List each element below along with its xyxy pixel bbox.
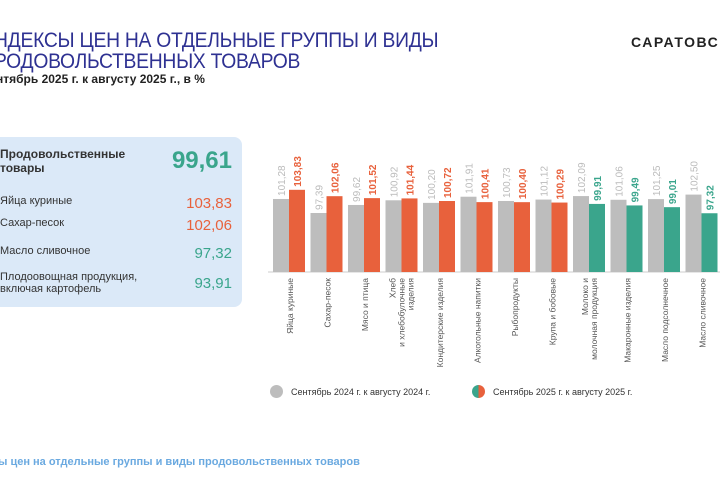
row-value: 93,91 — [194, 275, 232, 292]
data-label-2025: 99,01 — [668, 179, 679, 204]
row-label: Масло сливочное — [0, 245, 91, 257]
summary-panel: Продовольственные товары 99,61 Яйца курины… — [0, 137, 242, 307]
bar-2025 — [551, 202, 568, 272]
bar-2024 — [498, 200, 514, 272]
bar-2024 — [273, 198, 289, 272]
data-label-2025: 97,32 — [706, 185, 717, 210]
panel-row: Яйца куриные 103,83 — [0, 195, 232, 212]
legend-label: Сентябрь 2025 г. к августу 2025 г. — [493, 386, 633, 397]
legend-item-2024: Сентябрь 2024 г. к августу 2024 г. — [270, 385, 430, 398]
x-tick-label: Хлеб — [388, 278, 398, 298]
x-tick-label: Молоко и — [580, 278, 590, 315]
bar-2025 — [514, 202, 530, 272]
data-label-2024: 100,20 — [427, 169, 438, 200]
bar-2024 — [685, 194, 702, 272]
x-tick-label: Макаронные изделия — [623, 278, 633, 363]
bar-2025 — [439, 201, 455, 272]
data-label-2024: 101,25 — [652, 165, 663, 196]
data-label-2025: 101,44 — [406, 164, 417, 195]
subtitle: нтябрь 2025 г. к августу 2025 г., в % — [0, 72, 205, 86]
brand-logo: САРАТОВС — [631, 34, 720, 50]
title-line-1: НДЕКСЫ ЦЕН НА ОТДЕЛЬНЫЕ ГРУППЫ И ВИДЫ — [0, 29, 439, 52]
bar-2025 — [589, 203, 605, 272]
bar-2024 — [310, 212, 327, 272]
panel-row: Сахар-песок 102,06 — [0, 217, 232, 234]
x-tick-label: Крупа и бобовые — [548, 278, 558, 345]
title-line-2: РОДОВОЛЬСТВЕННЫХ ТОВАРОВ — [0, 50, 301, 73]
x-tick-label: Алкогольные напитки — [473, 278, 483, 363]
data-label-2025: 100,40 — [518, 168, 529, 199]
bar-2024 — [460, 196, 477, 272]
panel-row: Плодоовощная продукция, включая картофел… — [0, 271, 232, 295]
bar-2024 — [573, 196, 589, 272]
bar-2025 — [401, 198, 418, 272]
x-tick-label: Масло подсолнечное — [660, 278, 670, 362]
legend-label: Сентябрь 2024 г. к августу 2024 г. — [291, 386, 431, 397]
bar-2024 — [610, 199, 627, 272]
row-label: Сахар-песок — [0, 217, 65, 229]
data-label-2024: 100,92 — [390, 166, 401, 197]
bar-2025 — [364, 198, 380, 272]
x-tick-label: Рыбопродукты — [510, 278, 520, 336]
row-value: 97,32 — [194, 245, 232, 262]
data-label-2025: 100,41 — [481, 168, 492, 199]
row-label: Плодоовощная продукция, включая картофел… — [0, 271, 138, 295]
x-tick-label: Масло сливочное — [698, 278, 708, 348]
data-label-2024: 101,12 — [540, 166, 551, 197]
x-tick-label: молочная продукция — [589, 278, 599, 360]
bar-2025 — [664, 207, 680, 272]
data-label-2025: 102,06 — [331, 162, 342, 193]
page-title: НДЕКСЫ ЦЕН НА ОТДЕЛЬНЫЕ ГРУППЫ И ВИДЫ РОД… — [0, 29, 439, 73]
legend-item-2025: Сентябрь 2025 г. к августу 2025 г. — [472, 385, 632, 398]
data-label-2024: 99,62 — [352, 177, 363, 202]
row-value: 103,83 — [186, 195, 232, 212]
x-tick-label: Яйца куриные — [285, 278, 295, 334]
x-tick-label: Кондитерские изделия — [435, 278, 445, 368]
x-tick-label: Мясо и птица — [360, 278, 370, 331]
data-label-2025: 101,52 — [368, 164, 379, 195]
data-label-2024: 101,06 — [615, 166, 626, 197]
row-label: Продовольственные товары — [0, 147, 126, 175]
legend-gray-dot-icon — [270, 385, 283, 398]
data-label-2024: 97,39 — [315, 185, 326, 210]
panel-row: Масло сливочное 97,32 — [0, 245, 232, 262]
data-label-2024: 101,28 — [277, 165, 288, 196]
x-tick-label: и хлебобулочные — [397, 278, 407, 347]
data-label-2024: 100,73 — [502, 167, 513, 198]
bar-2025 — [476, 202, 493, 272]
bar-2024 — [648, 199, 664, 272]
data-label-2024: 102,09 — [577, 162, 588, 193]
bar-2024 — [423, 202, 439, 272]
data-label-2024: 101,91 — [465, 163, 476, 194]
data-label-2025: 100,29 — [556, 169, 567, 200]
data-label-2024: 102,50 — [690, 161, 701, 192]
row-value: 99,61 — [171, 147, 232, 174]
bar-2024 — [348, 204, 364, 272]
data-label-2025: 103,83 — [293, 156, 304, 187]
x-tick-label: изделия — [406, 278, 416, 311]
bar-2025 — [289, 189, 305, 272]
x-tick-label: Сахар-песок — [323, 278, 333, 328]
data-label-2025: 100,72 — [443, 167, 454, 198]
bar-2025 — [326, 196, 343, 272]
panel-row: Продовольственные товары 99,61 — [0, 147, 232, 175]
legend-orange-green-dot-icon — [472, 385, 485, 398]
row-label: Яйца куриные — [0, 195, 73, 207]
row-value: 102,06 — [186, 217, 232, 234]
data-label-2025: 99,91 — [593, 175, 604, 200]
data-label-2025: 99,49 — [631, 177, 642, 202]
footer-caption: ы цен на отдельные группы и виды продово… — [0, 456, 360, 468]
bar-2024 — [535, 199, 552, 272]
bar-2025 — [626, 205, 643, 272]
bar-2025 — [701, 213, 718, 272]
bar-2024 — [385, 200, 402, 272]
